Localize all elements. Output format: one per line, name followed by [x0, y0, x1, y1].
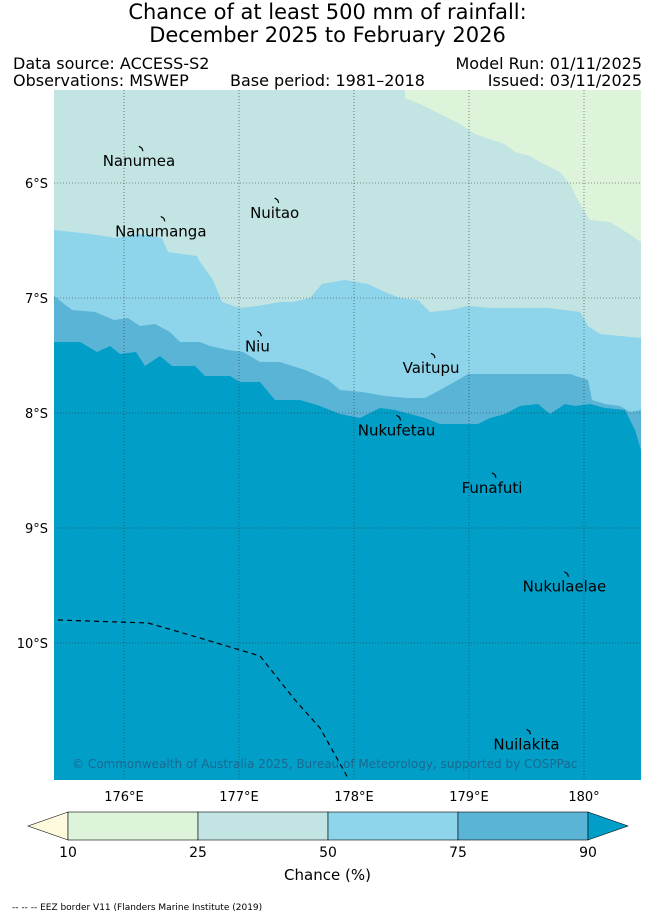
copyright-notice: © Commonwealth of Australia 2025, Bureau…	[72, 757, 577, 771]
place-label-nanumea: Nanumea	[103, 152, 175, 170]
lon-tick-label-3: 179°E	[449, 790, 489, 805]
issued-label: Issued: 03/11/2025	[487, 71, 642, 90]
lon-tick-label-4: 180°	[568, 790, 599, 805]
lat-tick-label-3: 9°S	[25, 522, 48, 537]
longitude-tick-labels: 176°E 177°E 178°E 179°E 180°	[104, 790, 599, 805]
lat-tick-label-2: 8°S	[25, 407, 48, 422]
colorbar-tick-75: 75	[449, 845, 467, 861]
place-label-vaitupu: Vaitupu	[403, 359, 460, 377]
base-period-label: Base period: 1981–2018	[230, 71, 425, 90]
colorbar-segment-25-50	[197, 811, 329, 841]
map-title-line-1: Chance of at least 500 mm of rainfall:	[128, 0, 527, 24]
colorbar-segment-50-75	[327, 811, 459, 841]
lon-tick-label-2: 178°E	[334, 790, 374, 805]
island-marker-5	[396, 414, 402, 421]
lat-tick-label-4: 10°S	[17, 637, 48, 652]
map-title-line-2: December 2025 to February 2026	[149, 23, 506, 47]
place-label-nuilakita: Nuilakita	[493, 735, 559, 753]
place-labels: Nanumea Nuitao Nanumanga Niu Vaitupu Nukufeta…	[103, 145, 607, 753]
island-marker-4	[430, 352, 436, 359]
colorbar-tick-10: 10	[59, 845, 77, 861]
place-label-nanumanga: Nanumanga	[115, 222, 206, 240]
lon-tick-label-0: 176°E	[104, 790, 144, 805]
place-label-funafuti: Funafuti	[462, 479, 523, 497]
colorbar-tick-25: 25	[189, 845, 207, 861]
place-label-nuitao: Nuitao	[250, 204, 299, 222]
colorbar-high-extension	[587, 811, 629, 841]
data-source-label: Data source: ACCESS-S2	[13, 54, 210, 73]
eez-border-note: -- -- -- EEZ border V11 (Flanders Marine…	[12, 903, 263, 913]
place-label-niu: Niu	[245, 337, 270, 355]
island-marker-6	[491, 472, 497, 478]
place-label-nukulaelae: Nukulaelae	[523, 578, 607, 596]
region-10-25	[405, 90, 641, 242]
colorbar-low-extension	[27, 811, 69, 841]
lon-tick-label-1: 177°E	[219, 790, 259, 805]
place-label-nukufetau: Nukufetau	[358, 421, 436, 439]
island-marker-7	[564, 571, 570, 577]
eez-border-line	[57, 619, 349, 779]
map-area	[54, 90, 641, 780]
island-marker-0	[138, 145, 144, 152]
island-marker-3	[257, 330, 262, 337]
latitude-tick-labels: 6°S 7°S 8°S 9°S 10°S	[17, 177, 48, 652]
colorbar-segment-75-90	[457, 811, 589, 841]
colorbar-segment-10-25	[67, 811, 199, 841]
lat-tick-label-0: 6°S	[25, 177, 48, 192]
observations-label: Observations: MSWEP	[13, 71, 189, 90]
region-25-50	[54, 90, 641, 338]
colorbar-tick-90: 90	[579, 845, 597, 861]
colorbar-tick-50: 50	[319, 845, 337, 861]
colorbar-title: Chance (%)	[284, 866, 371, 884]
lat-tick-label-1: 7°S	[25, 292, 48, 307]
island-marker-1	[274, 197, 280, 204]
colorbar	[27, 811, 629, 841]
graticule	[54, 90, 641, 780]
model-run-label: Model Run: 01/11/2025	[455, 54, 643, 73]
island-marker-8	[526, 728, 532, 735]
island-marker-2	[160, 215, 166, 222]
